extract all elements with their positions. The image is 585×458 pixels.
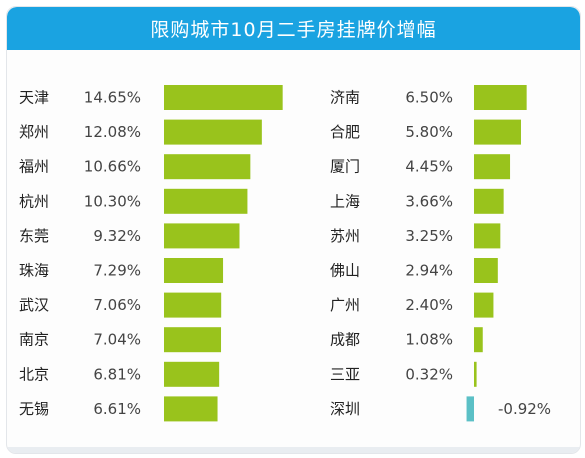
category-label: 天津 xyxy=(19,89,49,107)
category-label: 佛山 xyxy=(330,262,360,280)
value-label: -0.92% xyxy=(498,400,551,418)
category-label: 广州 xyxy=(330,296,360,314)
bar xyxy=(474,188,504,214)
bar xyxy=(164,119,262,145)
bar xyxy=(164,188,248,214)
chart-header: 限购城市10月二手房挂牌价增幅 xyxy=(7,7,580,50)
bar xyxy=(164,327,222,353)
value-label: 12.08% xyxy=(84,123,141,141)
value-label: 1.08% xyxy=(405,331,453,349)
bar xyxy=(164,223,240,249)
category-label: 济南 xyxy=(330,89,360,107)
value-label: 10.66% xyxy=(84,158,141,176)
bar xyxy=(164,258,224,283)
bar xyxy=(164,361,220,387)
footer-strip xyxy=(7,447,580,453)
category-label: 武汉 xyxy=(19,296,49,314)
value-label: 5.80% xyxy=(405,123,453,141)
category-label: 无锡 xyxy=(19,400,49,418)
value-label: 3.66% xyxy=(405,192,453,210)
category-label: 南京 xyxy=(19,331,49,349)
bar xyxy=(474,85,527,110)
category-label: 合肥 xyxy=(330,123,360,141)
value-label: 2.40% xyxy=(405,296,453,314)
value-label: 9.32% xyxy=(93,227,141,245)
bar xyxy=(474,154,511,180)
category-label: 成都 xyxy=(330,331,360,349)
category-label: 三亚 xyxy=(330,365,360,383)
value-label: 0.32% xyxy=(405,365,453,383)
value-label: 2.94% xyxy=(405,262,453,280)
value-label: 6.50% xyxy=(405,89,453,107)
value-label: 14.65% xyxy=(84,89,141,107)
category-label: 杭州 xyxy=(19,192,49,210)
category-label: 郑州 xyxy=(19,123,49,141)
bar xyxy=(474,361,477,387)
bar xyxy=(474,292,494,318)
chart-title: 限购城市10月二手房挂牌价增幅 xyxy=(150,19,437,41)
bar xyxy=(164,396,218,422)
category-label: 东莞 xyxy=(19,227,49,245)
category-label: 北京 xyxy=(19,365,49,383)
value-label: 7.29% xyxy=(93,262,141,280)
bar xyxy=(164,154,251,180)
value-label: 4.45% xyxy=(405,158,453,176)
category-label: 珠海 xyxy=(19,262,49,280)
value-label: 10.30% xyxy=(84,192,141,210)
category-label: 福州 xyxy=(19,158,49,176)
value-label: 7.04% xyxy=(93,331,141,349)
bar xyxy=(474,223,501,249)
bar xyxy=(474,327,483,353)
bar xyxy=(164,292,222,318)
category-label: 厦门 xyxy=(330,158,360,176)
bar xyxy=(474,119,521,145)
value-label: 3.25% xyxy=(405,227,453,245)
value-label: 6.61% xyxy=(93,400,141,418)
value-label: 7.06% xyxy=(93,296,141,314)
category-label: 深圳 xyxy=(330,400,360,418)
bar xyxy=(466,396,474,422)
bar xyxy=(164,85,283,110)
category-label: 苏州 xyxy=(330,227,360,245)
category-label: 上海 xyxy=(330,192,360,210)
bar xyxy=(474,258,498,283)
value-label: 6.81% xyxy=(93,365,141,383)
